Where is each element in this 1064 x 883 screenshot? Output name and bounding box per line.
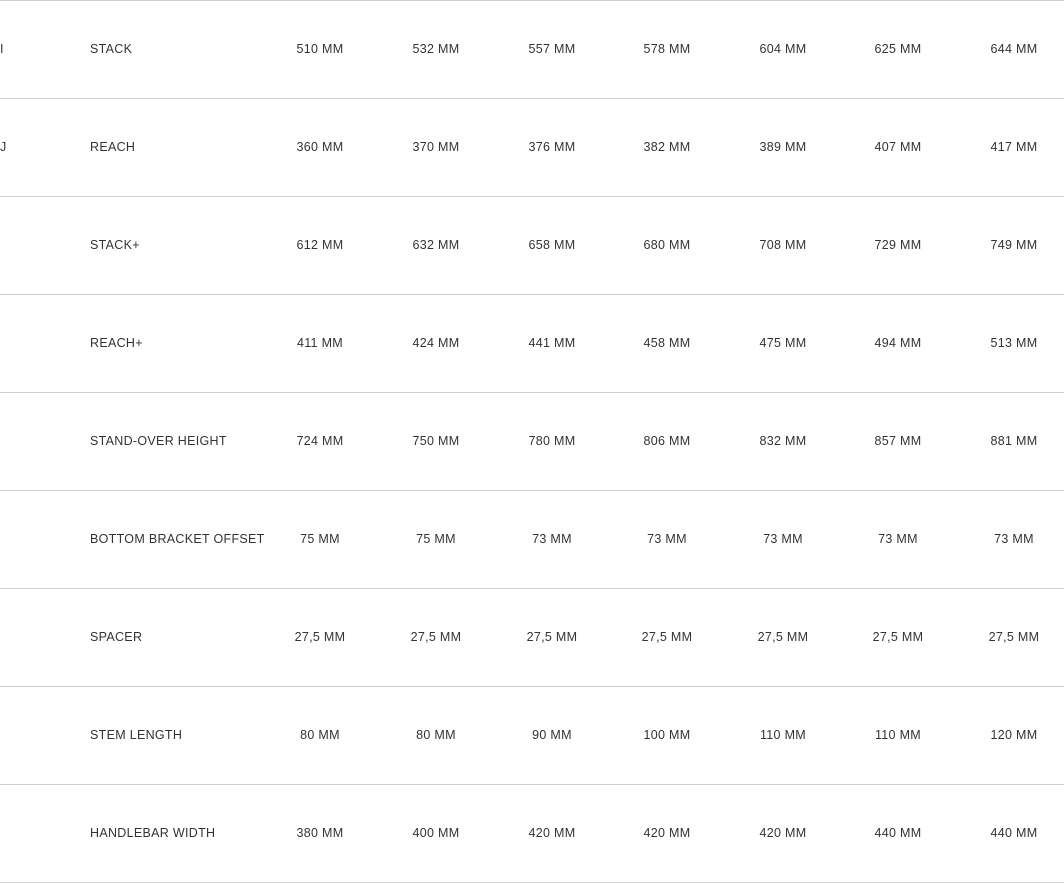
row-label: HANDLEBAR WIDTH xyxy=(90,826,216,840)
table-cell: 27,5 MM xyxy=(988,630,1040,644)
table-cell: 510 MM xyxy=(296,42,344,56)
table-cell: 680 MM xyxy=(643,238,691,252)
table-cell: 749 MM xyxy=(990,238,1038,252)
table-cell: 513 MM xyxy=(990,336,1038,350)
table-cell: 494 MM xyxy=(874,336,922,350)
table-cell: 380 MM xyxy=(296,826,344,840)
table-cell: 806 MM xyxy=(643,434,691,448)
table-cell: 724 MM xyxy=(296,434,344,448)
table-cell: 420 MM xyxy=(759,826,807,840)
table-cell: 370 MM xyxy=(412,140,460,154)
row-key: J xyxy=(0,140,7,154)
table-cell: 612 MM xyxy=(296,238,344,252)
row-label: BOTTOM BRACKET OFFSET xyxy=(90,532,265,546)
row-label: REACH xyxy=(90,140,136,154)
table-row: REACH+ 411 MM 424 MM 441 MM 458 MM 475 MM 494 … xyxy=(0,294,1064,392)
table-cell: 557 MM xyxy=(528,42,576,56)
row-label: STAND-OVER HEIGHT xyxy=(90,434,227,448)
table-cell: 110 MM xyxy=(759,728,807,742)
table-cell: 407 MM xyxy=(874,140,922,154)
table-cell: 110 MM xyxy=(874,728,922,742)
table-cell: 441 MM xyxy=(528,336,576,350)
table-cell: 604 MM xyxy=(759,42,807,56)
table-row: J REACH 360 MM 370 MM 376 MM 382 MM 389 MM 407 … xyxy=(0,98,1064,196)
table-cell: 27,5 MM xyxy=(757,630,809,644)
table-cell: 658 MM xyxy=(528,238,576,252)
table-cell: 75 MM xyxy=(300,532,340,546)
table-cell: 780 MM xyxy=(528,434,576,448)
table-row: STACK+ 612 MM 632 MM 658 MM 680 MM 708 MM 729 … xyxy=(0,196,1064,294)
table-cell: 120 MM xyxy=(990,728,1038,742)
table-cell: 73 MM xyxy=(532,532,572,546)
table-cell: 376 MM xyxy=(528,140,576,154)
table-cell: 389 MM xyxy=(759,140,807,154)
table-cell: 424 MM xyxy=(412,336,460,350)
table-cell: 73 MM xyxy=(647,532,687,546)
table-cell: 80 MM xyxy=(300,728,340,742)
table-cell: 532 MM xyxy=(412,42,460,56)
table-cell: 75 MM xyxy=(416,532,456,546)
table-cell: 729 MM xyxy=(874,238,922,252)
table-cell: 440 MM xyxy=(874,826,922,840)
table-cell: 73 MM xyxy=(994,532,1034,546)
table-row: I STACK 510 MM 532 MM 557 MM 578 MM 604 MM 625 … xyxy=(0,0,1064,98)
table-cell: 411 MM xyxy=(296,336,344,350)
table-cell: 475 MM xyxy=(759,336,807,350)
table-cell: 832 MM xyxy=(759,434,807,448)
table-cell: 27,5 MM xyxy=(294,630,346,644)
table-cell: 420 MM xyxy=(643,826,691,840)
table-cell: 73 MM xyxy=(763,532,803,546)
table-cell: 625 MM xyxy=(874,42,922,56)
table-cell: 80 MM xyxy=(416,728,456,742)
table-row: HANDLEBAR WIDTH 380 MM 400 MM 420 MM 420 MM 4… xyxy=(0,784,1064,883)
table-cell: 400 MM xyxy=(412,826,460,840)
table-cell: 644 MM xyxy=(990,42,1038,56)
table-cell: 458 MM xyxy=(643,336,691,350)
table-cell: 27,5 MM xyxy=(872,630,924,644)
table-cell: 27,5 MM xyxy=(526,630,578,644)
table-cell: 420 MM xyxy=(528,826,576,840)
table-cell: 750 MM xyxy=(412,434,460,448)
row-label: STEM LENGTH xyxy=(90,728,183,742)
table-cell: 90 MM xyxy=(532,728,572,742)
table-row: BOTTOM BRACKET OFFSET 75 MM 75 MM 73 MM 73 M… xyxy=(0,490,1064,588)
table-cell: 73 MM xyxy=(878,532,918,546)
table-row: STAND-OVER HEIGHT 724 MM 750 MM 780 MM 806 M… xyxy=(0,392,1064,490)
table-row: SPACER 27,5 MM 27,5 MM 27,5 MM 27,5 MM 27,5 M… xyxy=(0,588,1064,686)
table-cell: 382 MM xyxy=(643,140,691,154)
table-cell: 632 MM xyxy=(412,238,460,252)
table-cell: 417 MM xyxy=(990,140,1038,154)
row-label: SPACER xyxy=(90,630,143,644)
row-label: STACK xyxy=(90,42,133,56)
table-cell: 360 MM xyxy=(296,140,344,154)
table-cell: 27,5 MM xyxy=(641,630,693,644)
row-label: STACK+ xyxy=(90,238,140,252)
table-cell: 578 MM xyxy=(643,42,691,56)
table-cell: 27,5 MM xyxy=(410,630,462,644)
table-cell: 881 MM xyxy=(990,434,1038,448)
row-key: I xyxy=(0,42,4,56)
table-cell: 100 MM xyxy=(643,728,691,742)
table-row: STEM LENGTH 80 MM 80 MM 90 MM 100 MM 110 MM 11… xyxy=(0,686,1064,784)
table-cell: 857 MM xyxy=(874,434,922,448)
table-cell: 708 MM xyxy=(759,238,807,252)
table-cell: 440 MM xyxy=(990,826,1038,840)
row-label: REACH+ xyxy=(90,336,143,350)
